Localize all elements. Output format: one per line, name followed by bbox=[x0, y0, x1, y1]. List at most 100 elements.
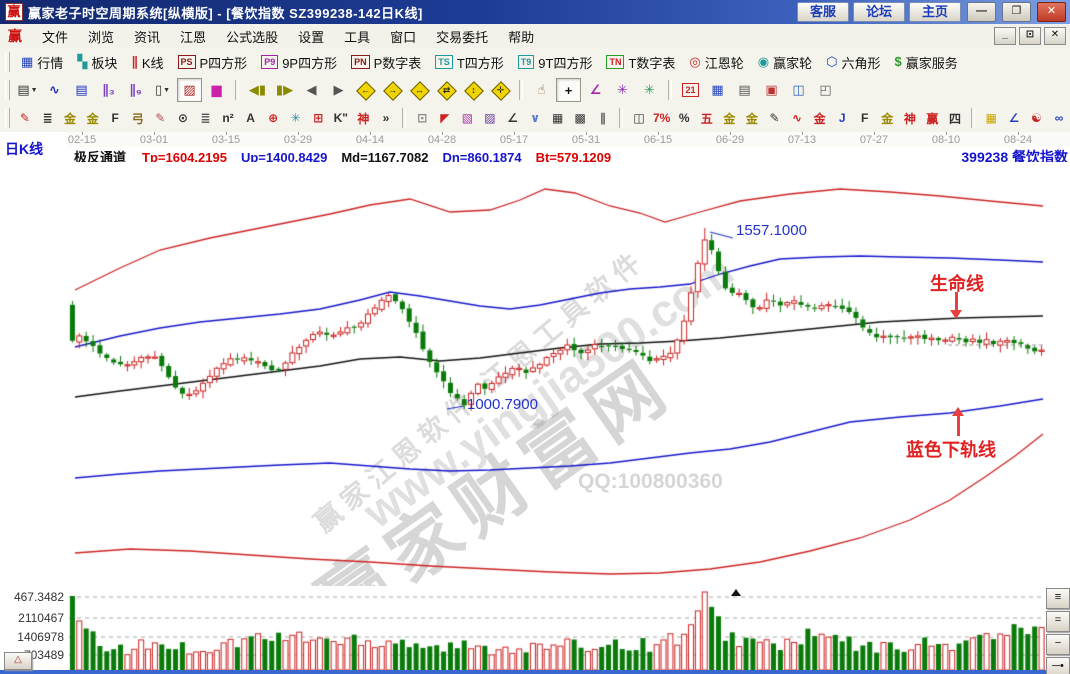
fan-box-dark-tool[interactable]: ▨ bbox=[480, 107, 501, 130]
menu-item-帮助[interactable]: 帮助 bbox=[508, 29, 535, 45]
child-minimize-button[interactable]: _ bbox=[994, 27, 1016, 45]
red-pen-tool[interactable]: ✎ bbox=[150, 107, 171, 130]
angle-measure-button[interactable]: ∠ bbox=[583, 78, 608, 102]
close-button[interactable]: ✕ bbox=[1037, 2, 1066, 22]
zigzag-chart-button[interactable]: ∿ bbox=[42, 78, 67, 102]
pen-tool[interactable]: ✎ bbox=[15, 107, 36, 130]
maximize-button[interactable]: ❐ bbox=[1002, 2, 1031, 22]
bars-9-button[interactable]: ∥₉ bbox=[123, 78, 148, 102]
menu-item-文件[interactable]: 文件 bbox=[42, 29, 69, 45]
ornament-tool-button[interactable]: ✳ bbox=[610, 78, 635, 102]
gold-angle-tool[interactable]: 金 bbox=[877, 107, 898, 130]
titlebar-link-service[interactable]: 客服 bbox=[797, 2, 849, 22]
zoom-in-diamond-button[interactable]: ⇄ bbox=[434, 78, 459, 102]
t-number-table-button[interactable]: TN T数字表 bbox=[599, 51, 682, 74]
slash-lines-tool[interactable]: ∥ bbox=[592, 107, 613, 130]
n2-ruler-tool[interactable]: n² bbox=[218, 107, 239, 130]
p-square-button[interactable]: PS P四方形 bbox=[171, 51, 255, 74]
taiji-tool[interactable]: ☯ bbox=[1026, 107, 1047, 130]
red-wave-tool[interactable]: ∿ bbox=[787, 107, 808, 130]
web-tool[interactable]: ✳ bbox=[285, 107, 306, 130]
win-angle-tool[interactable]: 赢 bbox=[922, 107, 943, 130]
shen-ruler-tool[interactable]: 神 bbox=[353, 107, 374, 130]
gold-ruler-2-tool[interactable]: 金 bbox=[82, 107, 103, 130]
info-document-button[interactable]: ▤ bbox=[69, 78, 94, 102]
hexagon-button[interactable]: ⬡ 六角形 bbox=[819, 51, 887, 74]
menu-item-窗口[interactable]: 窗口 bbox=[390, 29, 417, 45]
shen-angle-tool[interactable]: 神 bbox=[900, 107, 921, 130]
menu-item-公式选股[interactable]: 公式选股 bbox=[226, 29, 279, 45]
menu-item-江恩[interactable]: 江恩 bbox=[180, 29, 207, 45]
gold-ruler-1-tool[interactable]: 金 bbox=[60, 107, 81, 130]
t9-square-button[interactable]: T9 9T四方形 bbox=[511, 51, 600, 74]
red-fan-tool[interactable]: ◤ bbox=[435, 107, 456, 130]
kline-button[interactable]: ∥ K线 bbox=[124, 51, 170, 74]
shift-left-diamond-button[interactable]: ← bbox=[353, 78, 378, 102]
vol-scale-1-button[interactable]: − bbox=[1046, 634, 1070, 655]
sectors-button[interactable]: ▚ 板块 bbox=[70, 51, 124, 74]
grid-yellow-tool[interactable]: ▦ bbox=[981, 107, 1002, 130]
gold-flat-tool[interactable]: 金 bbox=[742, 107, 763, 130]
publish-button[interactable]: ◫ bbox=[786, 78, 811, 102]
t-square-button[interactable]: TS T四方形 bbox=[428, 51, 510, 74]
grid-ruler-tool[interactable]: ≣ bbox=[37, 107, 58, 130]
calendar-button[interactable]: 21 bbox=[678, 78, 703, 102]
winner-service-button[interactable]: $ 赢家服务 bbox=[888, 51, 965, 74]
more-tools-button[interactable]: » bbox=[376, 107, 397, 130]
f-ruler-tool[interactable]: F bbox=[105, 107, 126, 130]
p9-square-button[interactable]: P9 9P四方形 bbox=[254, 51, 344, 74]
mirror-tool[interactable]: A bbox=[240, 107, 261, 130]
vol-scale-3-button[interactable]: ≡ bbox=[1046, 588, 1070, 609]
minimize-button[interactable]: — bbox=[967, 2, 996, 22]
j-angle-tool[interactable]: J bbox=[832, 107, 853, 130]
child-close-button[interactable]: ✕ bbox=[1044, 27, 1066, 45]
menu-item-交易委托[interactable]: 交易委托 bbox=[436, 29, 489, 45]
bars-3-button[interactable]: ∥₃ bbox=[96, 78, 121, 102]
titlebar-link-home[interactable]: 主页 bbox=[909, 2, 961, 22]
percent-chart-tool[interactable]: ◫ bbox=[629, 107, 650, 130]
zoom-out-diamond-button[interactable]: ↔ bbox=[407, 78, 432, 102]
jump-last-button[interactable]: ▮▶ bbox=[272, 78, 297, 102]
data-table-button[interactable]: ▦ bbox=[705, 78, 730, 102]
gold-oval-tool[interactable]: 金 bbox=[719, 107, 740, 130]
expand-vertical-diamond-button[interactable]: ↕ bbox=[461, 78, 486, 102]
grid-dark-2-tool[interactable]: ▩ bbox=[570, 107, 591, 130]
menu-item-工具[interactable]: 工具 bbox=[344, 29, 371, 45]
trend-chart-button[interactable]: ▨ bbox=[177, 78, 202, 102]
hand-tool-button[interactable]: ☝ bbox=[529, 78, 554, 102]
vol-scale-slider-button[interactable]: ─• bbox=[1046, 657, 1070, 674]
four-angle-tool[interactable]: 四 bbox=[945, 107, 966, 130]
infinity-tool[interactable]: ∞ bbox=[1049, 107, 1070, 130]
fan-box-tool[interactable]: ▧ bbox=[457, 107, 478, 130]
jump-first-button[interactable]: ◀▮ bbox=[245, 78, 270, 102]
spiral-tool[interactable]: 弓 bbox=[127, 107, 148, 130]
gold-red-flat-tool[interactable]: 金 bbox=[809, 107, 830, 130]
chart-angle-tool[interactable]: ∠ bbox=[1004, 107, 1025, 130]
compress-vertical-diamond-button[interactable]: ✛ bbox=[488, 78, 513, 102]
wave-v-tool[interactable]: ∨ bbox=[525, 107, 546, 130]
k-note-tool[interactable]: K" bbox=[331, 107, 352, 130]
puzzle-tool-button[interactable]: ✳ bbox=[637, 78, 662, 102]
target-tool[interactable]: ⊕ bbox=[263, 107, 284, 130]
percent-tool[interactable]: % bbox=[674, 107, 695, 130]
grid-dark-1-tool[interactable]: ▦ bbox=[547, 107, 568, 130]
volume-chart-canvas[interactable] bbox=[68, 586, 1045, 670]
menu-item-浏览[interactable]: 浏览 bbox=[88, 29, 115, 45]
quotes-button[interactable]: ▦ 行情 bbox=[14, 51, 70, 74]
color-histogram-button[interactable]: ▆ bbox=[204, 78, 229, 102]
step-back-button[interactable]: ◀ bbox=[299, 78, 324, 102]
vol-scale-2-button[interactable]: = bbox=[1046, 611, 1070, 632]
candle-style-dropdown[interactable]: ▯ ▼ bbox=[150, 78, 175, 102]
p-number-table-button[interactable]: PN P数字表 bbox=[344, 51, 428, 74]
volume-corner-button[interactable]: △ bbox=[4, 652, 32, 670]
menu-item-资讯[interactable]: 资讯 bbox=[134, 29, 161, 45]
knife-tool[interactable]: ✎ bbox=[764, 107, 785, 130]
percent-7-tool[interactable]: 7% bbox=[651, 107, 672, 130]
crosshair-tool-button[interactable]: + bbox=[556, 78, 581, 102]
child-restore-button[interactable]: ⊡ bbox=[1019, 27, 1041, 45]
notes-button[interactable]: ▤ bbox=[732, 78, 757, 102]
gann-wheel-button[interactable]: ◎ 江恩轮 bbox=[682, 51, 750, 74]
web-grid-tool[interactable]: ⊞ bbox=[308, 107, 329, 130]
box-frame-tool[interactable]: ⊡ bbox=[412, 107, 433, 130]
angle-fan-tool[interactable]: ∠ bbox=[502, 107, 523, 130]
